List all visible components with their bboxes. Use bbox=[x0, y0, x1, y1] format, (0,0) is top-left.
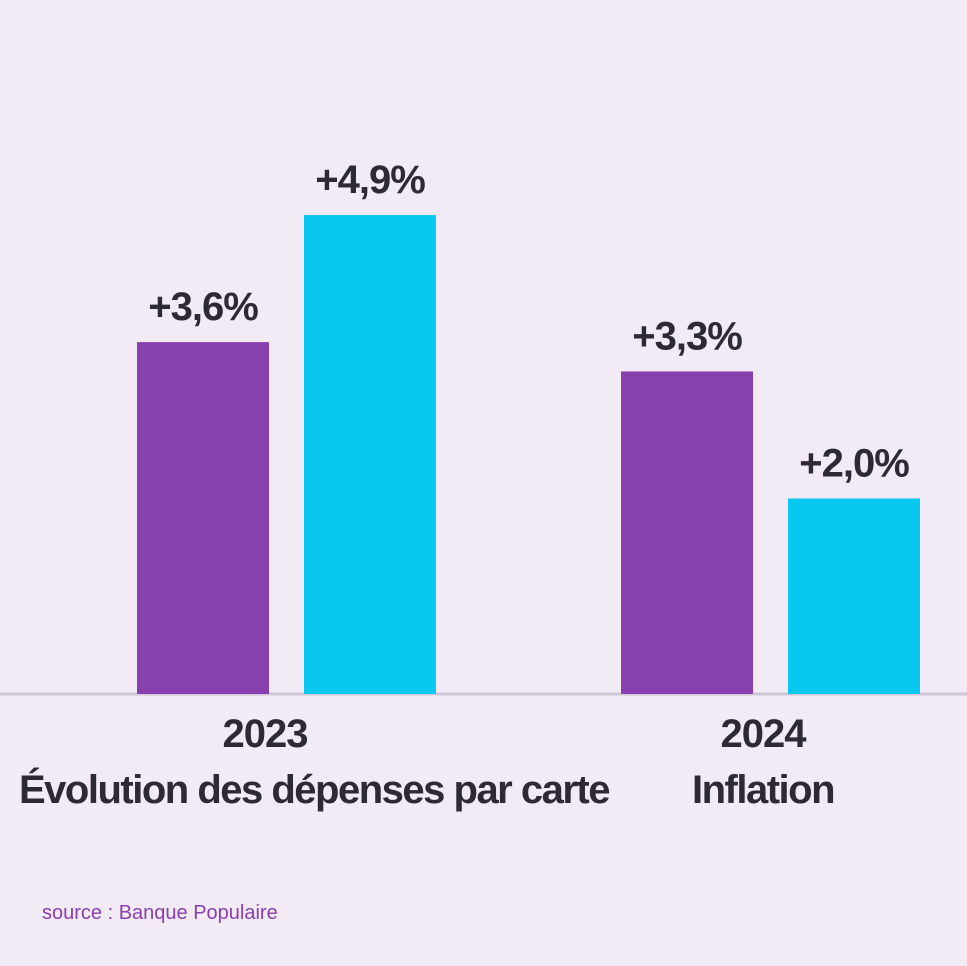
value-label-2024-series-1: +2,0% bbox=[799, 442, 909, 486]
category-label-2023: 2023 bbox=[222, 712, 309, 756]
value-label-2023-series-0: +3,6% bbox=[148, 285, 258, 329]
category-label-2024: 2024 bbox=[720, 712, 807, 756]
source-note: source : Banque Populaire bbox=[42, 902, 278, 924]
series-label-inflation: Inflation bbox=[691, 768, 836, 812]
value-label-2024-series-0: +3,3% bbox=[632, 314, 742, 358]
bar-2023-series-1 bbox=[304, 215, 436, 695]
value-label-2023-series-1: +4,9% bbox=[315, 158, 425, 202]
bar-2024-series-1 bbox=[788, 498, 920, 694]
bar-2024-series-0 bbox=[621, 371, 753, 694]
series-label-depenses: Évolution des dépenses par carte bbox=[19, 768, 611, 812]
bar-2023-series-0 bbox=[137, 342, 269, 694]
